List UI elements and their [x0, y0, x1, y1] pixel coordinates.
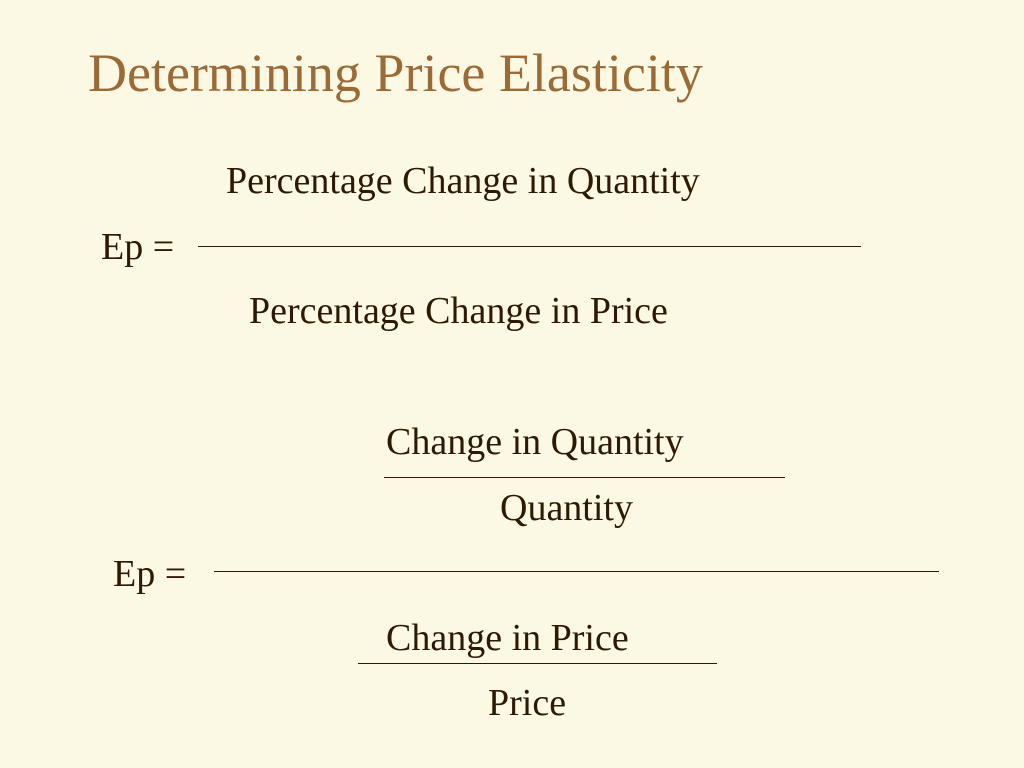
formula1-denominator: Percentage Change in Price: [249, 290, 668, 332]
formula2-lhs: Ep =: [113, 553, 187, 595]
formula1-lhs: Ep =: [101, 226, 175, 268]
slide-title: Determining Price Elasticity: [88, 43, 703, 103]
formula2-bottom-numerator: Change in Price: [386, 617, 629, 659]
formula1-fraction-bar: [198, 246, 861, 247]
formula2-bottom-fraction-bar: [358, 663, 717, 664]
formula2-top-numerator: Change in Quantity: [386, 421, 684, 463]
formula2-bottom-denominator: Price: [488, 682, 567, 724]
formula1-numerator: Percentage Change in Quantity: [226, 160, 700, 202]
formula2-top-denominator: Quantity: [500, 487, 633, 529]
formula2-main-fraction-bar: [214, 571, 939, 572]
formula2-top-fraction-bar: [384, 477, 785, 478]
